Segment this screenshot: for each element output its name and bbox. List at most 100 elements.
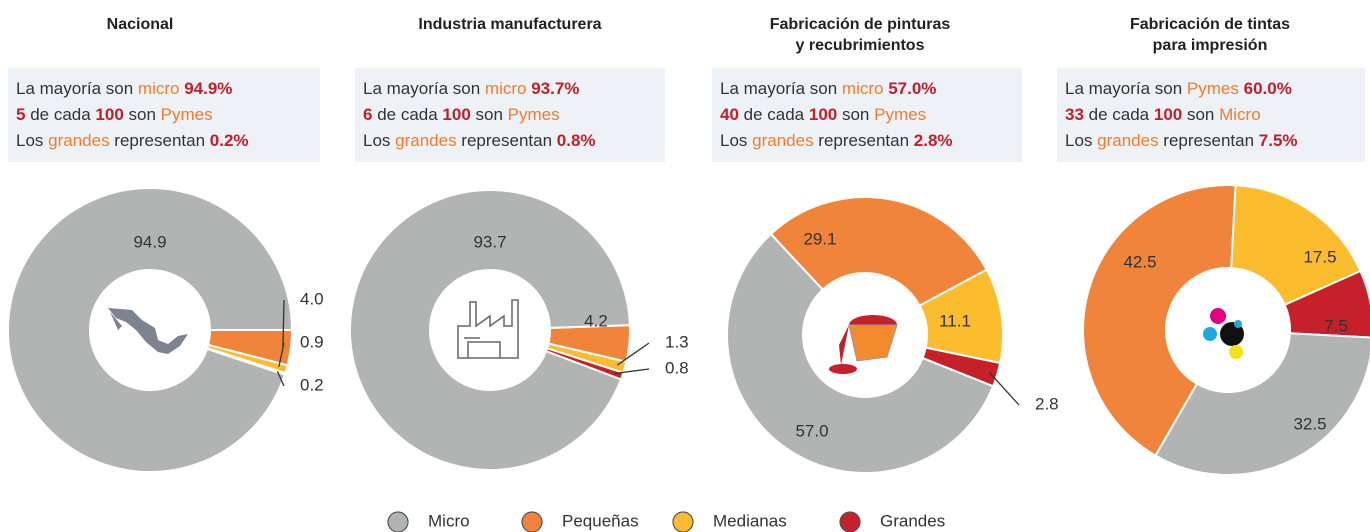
summary-text: de cada [739, 105, 809, 124]
summary-text: 93.7% [531, 79, 579, 98]
paint-can [849, 325, 897, 361]
summary-text: Micro [1219, 105, 1261, 124]
data-label: 2.8 [1035, 394, 1059, 413]
center-icon [829, 315, 897, 374]
ink-splat [1203, 327, 1217, 341]
center-icon [1203, 308, 1244, 359]
data-label: 32.5 [1293, 414, 1326, 433]
factory [458, 300, 518, 358]
summary-text: micro [138, 79, 180, 98]
ink-splat [1234, 320, 1242, 328]
ink-splat [1229, 345, 1243, 359]
summary-text: micro [842, 79, 884, 98]
summary-text: 100 [442, 105, 470, 124]
summary-text: Los [720, 131, 752, 150]
summary-text: Los [16, 131, 48, 150]
summary-text: 40 [720, 105, 739, 124]
summary-text: grandes [48, 131, 109, 150]
summary-text: La mayoría son [720, 79, 842, 98]
legend-swatch [673, 512, 693, 532]
summary-text: 2.8% [914, 131, 953, 150]
summary-text: representan [1159, 131, 1259, 150]
summary-box: La mayoría son micro 94.9%5 de cada 100 … [8, 68, 320, 162]
center-icon [458, 300, 518, 358]
summary-box: La mayoría son micro 57.0%40 de cada 100… [712, 68, 1022, 162]
data-label: 11.1 [939, 311, 971, 330]
legend-swatch [840, 512, 860, 532]
summary-text: Pymes [874, 105, 926, 124]
chart-title: para impresión [1153, 37, 1268, 54]
summary-box: La mayoría son micro 93.7%6 de cada 100 … [355, 68, 665, 162]
legend-swatch [388, 512, 408, 532]
summary-text: son [124, 105, 161, 124]
legend-swatch [522, 512, 542, 532]
legend-label: Medianas [713, 511, 787, 530]
chart-title: Industria manufacturera [418, 16, 601, 33]
summary-text: 100 [95, 105, 123, 124]
summary-line: 5 de cada 100 son Pymes [16, 102, 312, 128]
chart-title: y recubrimientos [796, 37, 925, 54]
summary-text: 57.0% [888, 79, 936, 98]
data-label: 17.5 [1303, 247, 1336, 266]
summary-text: son [1182, 105, 1219, 124]
ink-splat [1210, 308, 1226, 324]
data-label: 1.3 [665, 332, 689, 351]
summary-text: de cada [25, 105, 95, 124]
summary-line: Los grandes representan 2.8% [720, 128, 1014, 154]
summary-text: grandes [1097, 131, 1158, 150]
summary-text: 0.2% [210, 131, 249, 150]
summary-box: La mayoría son Pymes 60.0%33 de cada 100… [1057, 68, 1365, 162]
summary-line: 40 de cada 100 son Pymes [720, 102, 1014, 128]
chart-title: Fabricación de pinturas [770, 16, 951, 33]
summary-text: Los [1065, 131, 1097, 150]
page: {"chart_data": [ {"type": "pie", "title"… [0, 0, 1370, 532]
summary-text: 60.0% [1244, 79, 1292, 98]
summary-line: 33 de cada 100 son Micro [1065, 102, 1357, 128]
summary-line: Los grandes representan 0.8% [363, 128, 657, 154]
summary-text: Pymes [161, 105, 213, 124]
summary-line: La mayoría son micro 94.9% [16, 76, 312, 102]
summary-text: representan [814, 131, 914, 150]
summary-text: 100 [1154, 105, 1182, 124]
data-label: 0.8 [665, 358, 689, 377]
data-label: 42.5 [1123, 252, 1156, 271]
summary-text: Pymes [1187, 79, 1239, 98]
summary-text: son [837, 105, 874, 124]
summary-line: La mayoría son Pymes 60.0% [1065, 76, 1357, 102]
map-shape [108, 308, 188, 354]
data-label: 4.0 [300, 289, 324, 308]
summary-line: Los grandes representan 7.5% [1065, 128, 1357, 154]
summary-text: grandes [395, 131, 456, 150]
data-label: 4.2 [584, 311, 608, 330]
chart-title: Nacional [107, 16, 174, 33]
summary-line: La mayoría son micro 57.0% [720, 76, 1014, 102]
summary-line: Los grandes representan 0.2% [16, 128, 312, 154]
summary-text: 0.8% [557, 131, 596, 150]
leader-line [989, 372, 1019, 405]
summary-text: Pymes [508, 105, 560, 124]
data-label: 57.0 [795, 421, 828, 440]
summary-line: La mayoría son micro 93.7% [363, 76, 657, 102]
summary-text: grandes [752, 131, 813, 150]
summary-text: representan [457, 131, 557, 150]
summary-line: 6 de cada 100 son Pymes [363, 102, 657, 128]
data-label: 0.2 [300, 375, 324, 394]
summary-text: Los [363, 131, 395, 150]
data-label: 29.1 [803, 229, 836, 248]
summary-text: 100 [809, 105, 837, 124]
legend-label: Grandes [880, 511, 945, 530]
summary-text: son [471, 105, 508, 124]
summary-text: La mayoría son [363, 79, 485, 98]
donut-segment [1156, 333, 1370, 475]
legend-label: Pequeñas [562, 511, 639, 530]
legend-label: Micro [428, 511, 470, 530]
summary-text: representan [110, 131, 210, 150]
summary-text: 33 [1065, 105, 1084, 124]
chart-title: Fabricación de tintas [1130, 16, 1290, 33]
center-icon [108, 308, 188, 354]
data-label: 0.9 [300, 332, 324, 351]
summary-text: micro [485, 79, 527, 98]
summary-text: La mayoría son [16, 79, 138, 98]
summary-text: 7.5% [1259, 131, 1298, 150]
summary-text: de cada [372, 105, 442, 124]
